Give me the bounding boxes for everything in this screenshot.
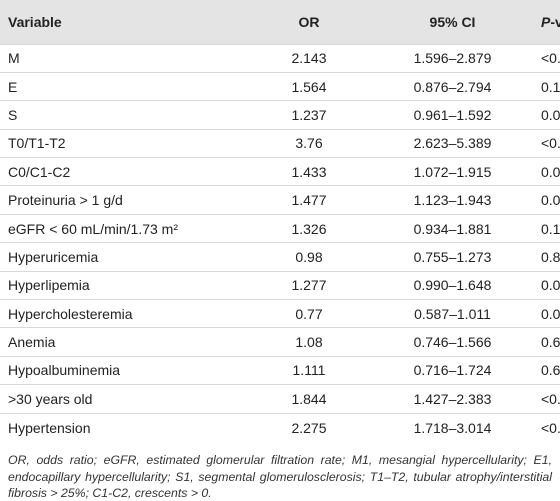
table-body: M2.1431.596–2.879<0.001E1.5640.876–2.794… xyxy=(0,43,560,442)
header-text: -value xyxy=(550,13,560,30)
table-cell: <0.001 xyxy=(533,412,560,442)
table-cell: 0.746–1.566 xyxy=(372,327,533,357)
table-cell: 0.587–1.011 xyxy=(372,299,533,328)
header-row: Variable OR 95% CI P-value xyxy=(0,0,560,44)
table-cell: 0.114 xyxy=(533,213,560,243)
table-cell: Hyperuricemia xyxy=(0,242,246,272)
table-row: eGFR < 60 mL/min/1.73 m² 1.326 0.934–1.881… xyxy=(0,213,560,243)
table-cell: 0.131 xyxy=(533,71,560,101)
table-cell: E xyxy=(0,71,246,101)
header-italic: P xyxy=(541,13,551,30)
table-cell: 1.596–2.879 xyxy=(372,43,533,73)
header-cell: P-value xyxy=(533,0,560,44)
table-cell: Hypercholesteremia xyxy=(0,299,246,328)
table-cell: 0.77 xyxy=(246,299,372,328)
header-cell: 95% CI xyxy=(429,13,476,30)
table-cell: 1.718–3.014 xyxy=(372,412,533,442)
table-cell: <0.001 xyxy=(533,384,560,414)
table-cell: 1.123–1.943 xyxy=(372,185,533,215)
table-cell: 2.143 xyxy=(246,43,372,73)
table-cell: 1.111 xyxy=(246,355,372,385)
header-cell: OR xyxy=(298,13,320,30)
table-cell: Hypoalbuminemia xyxy=(0,355,246,385)
table-cell: 1.326 xyxy=(246,213,372,243)
table-cell: 0.059 xyxy=(533,299,560,328)
header-cell: Variable xyxy=(8,13,62,30)
table-cell: T0/T1-T2 xyxy=(0,128,246,158)
table-cell: C0/C1-C2 xyxy=(0,157,246,186)
table-cell: 0.716–1.724 xyxy=(372,355,533,385)
table-cell: 0.682 xyxy=(533,327,560,357)
table-cell: 0.005 xyxy=(533,185,560,215)
table-cell: 0.934–1.881 xyxy=(372,213,533,243)
table-row: T0/T1-T23.762.623–5.389<0.001 xyxy=(0,128,560,158)
table-cell: 0.755–1.273 xyxy=(372,242,533,272)
table-cell: <0.001 xyxy=(533,128,560,158)
table-cell: 0.099 xyxy=(533,100,560,130)
table-cell: 0.98 xyxy=(246,242,372,272)
table-cell: 1.237 xyxy=(246,100,372,130)
table-cell: 1.08 xyxy=(246,327,372,357)
table-cell: 1.427–2.383 xyxy=(372,384,533,414)
table-cell: 3.76 xyxy=(246,128,372,158)
table-cell: 0.015 xyxy=(533,157,560,186)
table-cell: 0.88 xyxy=(533,242,560,272)
table-cell: eGFR < 60 mL/min/1.73 m² xyxy=(0,213,246,243)
table-cell: 0.990–1.648 xyxy=(372,270,533,300)
table-cell: 0.638 xyxy=(533,355,560,385)
footnote: OR, odds ratio; eGFR, estimated glomerul… xyxy=(8,453,552,500)
data-table: Variable OR 95% CI P-value M2.1431.596–2.87… xyxy=(0,0,560,442)
table-cell: Hyperlipemia xyxy=(0,270,246,300)
table-cell: Hypertension xyxy=(0,412,246,442)
table-cell: 1.433 xyxy=(246,157,372,186)
table-cell: 1.564 xyxy=(246,71,372,101)
table-cell: 1.072–1.915 xyxy=(372,157,533,186)
table-cell: Proteinuria > 1 g/d xyxy=(0,185,246,215)
table-cell: 1.477 xyxy=(246,185,372,215)
table-cell: S xyxy=(0,100,246,130)
table-cell: 1.844 xyxy=(246,384,372,414)
table-cell: 0.876–2.794 xyxy=(372,71,533,101)
table-cell: 0.961–1.592 xyxy=(372,100,533,130)
table-cell: <0.001 xyxy=(533,43,560,73)
table-cell: 2.275 xyxy=(246,412,372,442)
table-cell: 0.06 xyxy=(533,270,560,300)
table-cell: M xyxy=(0,43,246,73)
table-cell: 2.623–5.389 xyxy=(372,128,533,158)
table-cell: 1.277 xyxy=(246,270,372,300)
table-cell: Anemia xyxy=(0,327,246,357)
table-header: Variable OR 95% CI P-value xyxy=(0,0,560,44)
table-cell: >30 years old xyxy=(0,384,246,414)
